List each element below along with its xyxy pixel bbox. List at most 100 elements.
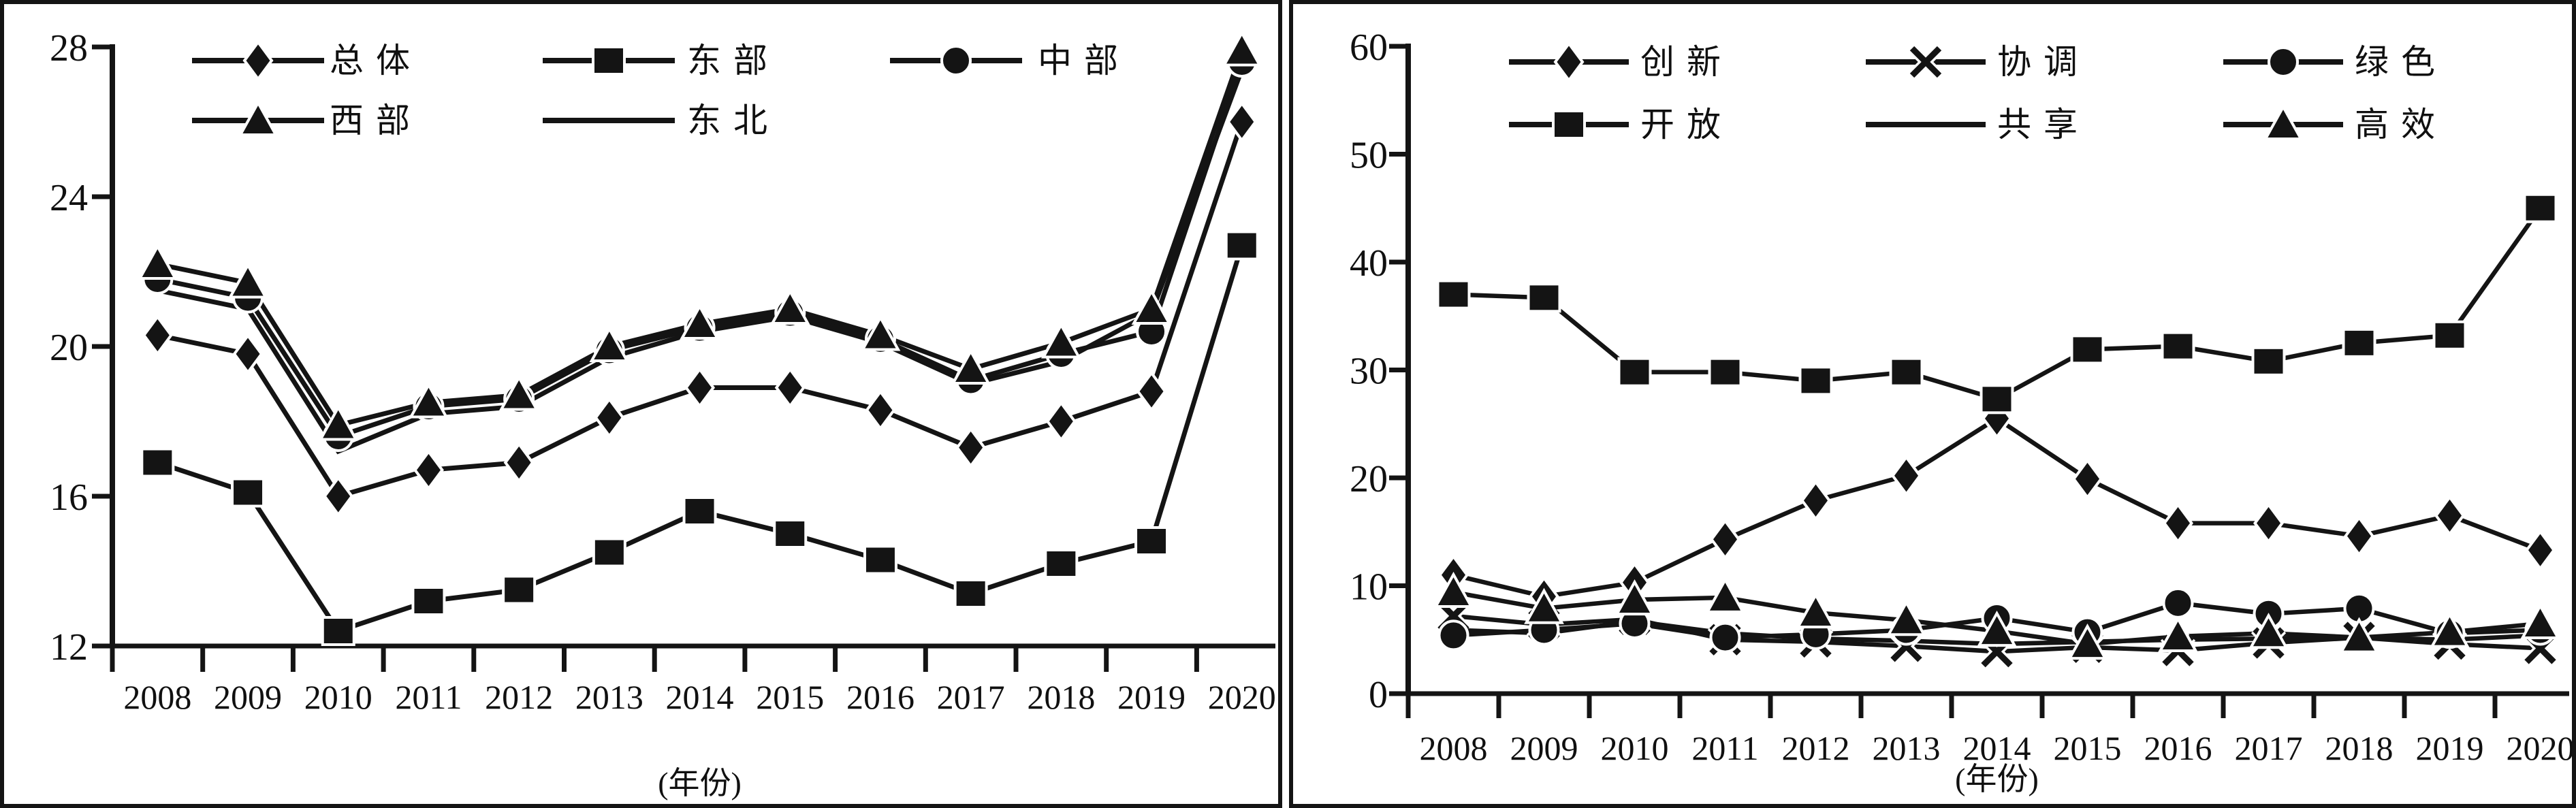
diamond-marker [1045,400,1077,442]
legend-label: 开放 [1640,106,1733,144]
triangle-marker [137,243,178,280]
diamond-marker [1891,455,1922,497]
triangle-marker [860,314,901,351]
triangle-marker [2430,611,2470,648]
square-marker [502,575,537,605]
triangle-marker [227,262,268,299]
square-marker [1436,279,1471,310]
circle-marker [1437,619,1469,651]
x-tick-label: 2009 [214,678,282,716]
series-line [1452,415,2541,599]
legend-label: 东北 [687,101,780,140]
diamond-marker [2072,458,2103,500]
y-tick-label: 28 [50,27,88,69]
diamond-marker [684,367,716,408]
y-tick-label: 20 [50,327,88,369]
triangle-marker [2339,617,2379,653]
triangle-marker [1977,610,2017,647]
y-tick-label: 0 [1369,674,1388,716]
diamond-marker [503,442,535,483]
square-marker [2523,193,2558,223]
x-tick-label: 2016 [2144,729,2212,767]
x-axis-caption: (年份) [658,766,742,801]
diamond-marker [865,389,896,431]
square-marker [411,586,446,616]
triangle-marker [318,404,359,441]
triangle-marker [2158,615,2198,652]
x-tick-label: 2020 [2507,729,2573,767]
square-marker [231,477,266,508]
y-tick-label: 50 [1350,135,1388,177]
square-marker [321,616,355,646]
triangle-marker [1705,577,1745,613]
legend-label: 高效 [2355,106,2447,144]
triangle-marker [2248,613,2289,649]
diamond-marker [242,39,274,82]
x-tick-label: 2018 [1027,678,1095,716]
x-tick-label: 2014 [1963,729,2031,767]
x-tick-label: 2013 [1873,729,1941,767]
diamond-marker [2163,502,2193,544]
square-marker [140,447,175,478]
square-marker [2342,327,2376,358]
x-tick-label: 2012 [485,678,553,716]
square-marker [863,545,897,575]
triangle-marker [589,325,630,362]
diamond-marker [774,367,806,408]
square-marker [1552,110,1586,140]
triangle-marker [2263,103,2304,140]
x-tick-label: 2009 [1510,729,1578,767]
diamond-marker [594,397,625,438]
triangle-marker [1433,571,1474,609]
triangle-marker [238,99,279,136]
triangle-marker [1040,322,1081,359]
x-tick-label: 2017 [937,678,1005,716]
x-tick-label: 2008 [123,678,191,716]
x-tick-label: 2010 [304,678,372,716]
diamond-marker [323,475,354,517]
diamond-marker [413,449,444,491]
y-tick-label: 16 [50,476,88,519]
right-chart-canvas: 0 10 20 30 40 50 60 2008 2009 2010 2011 2012 2013 201… [1350,27,2573,796]
square-marker [953,579,988,609]
triangle-marker [1796,592,1836,629]
diamond-marker [1226,101,1258,143]
diamond-marker [2434,495,2465,536]
square-marker [1979,384,2014,415]
triangle-marker [951,348,991,385]
legend-label: 共享 [1997,106,2090,144]
square-marker [2070,334,2105,365]
square-marker [2432,320,2467,351]
right-chart-panel: 0 10 20 30 40 50 60 2008 2009 2010 2011 2012 2013 201… [1289,0,2576,808]
square-marker [1527,282,1561,313]
circle-marker [940,45,972,76]
triangle-marker [1886,600,1926,636]
circle-marker [2268,46,2299,78]
x-tick-label: 2016 [846,678,915,716]
circle-marker [2162,587,2194,619]
x-tick-label: 2010 [1601,729,1669,767]
y-tick-label: 30 [1350,351,1388,393]
triangle-marker [2520,602,2560,639]
triangle-marker [2067,623,2108,660]
square-marker [1224,230,1259,261]
x-tick-label: 2019 [2416,729,2484,767]
square-marker [592,46,626,76]
square-marker [2161,331,2195,361]
y-tick-label: 10 [1350,566,1388,609]
y-tick-label: 40 [1350,242,1388,285]
diamond-marker [142,314,173,356]
y-tick-label: 24 [50,177,88,219]
triangle-marker [1222,30,1262,67]
triangle-marker [1524,587,1564,624]
x-tick-label: 2011 [395,678,462,716]
x-tick-label: 2008 [1420,729,1488,767]
legend-label: 东部 [687,42,780,80]
square-marker [1044,549,1079,579]
x-tick-label: 2014 [666,678,734,716]
diamond-marker [1800,479,1831,521]
diamond-marker [1710,518,1740,560]
square-marker [1798,366,1833,396]
x-tick-label: 2020 [1208,678,1276,716]
square-marker [1889,357,1924,387]
